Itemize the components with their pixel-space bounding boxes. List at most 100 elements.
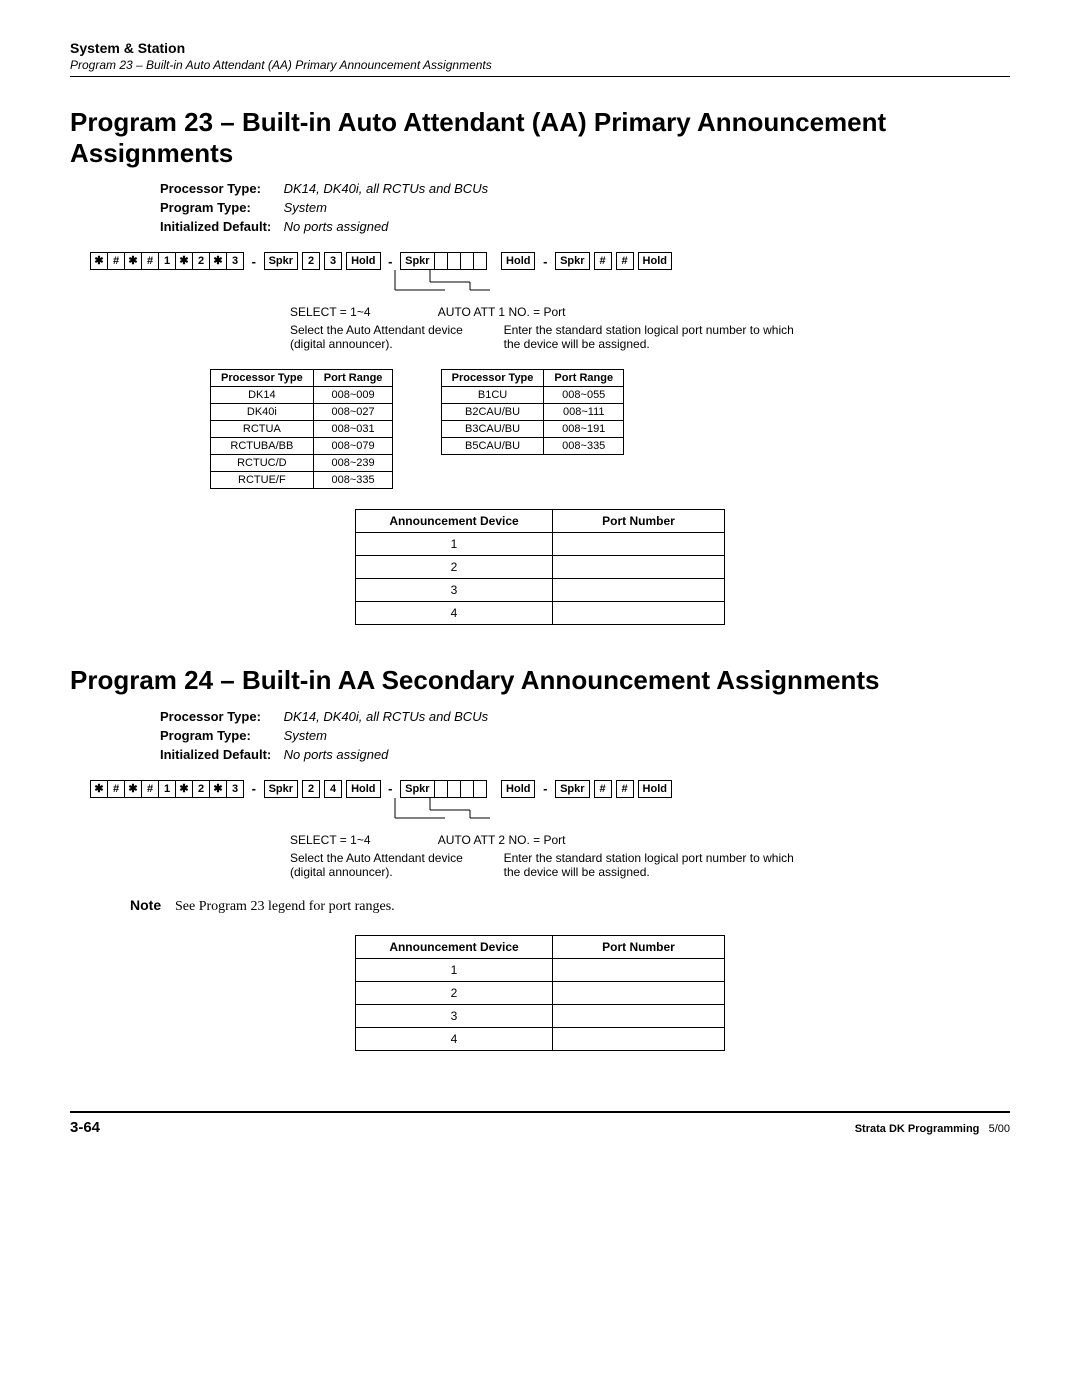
prog23-keyseq: ✱#✱#1✱2✱3 - Spkr23Hold - Spkr Hold - Spk… xyxy=(90,252,1010,270)
prog23-desc: SELECT = 1~4 AUTO ATT 1 NO. = Port Selec… xyxy=(90,304,1010,351)
table-cell: RCTUA xyxy=(211,421,314,438)
table-row: DK40i008~027 xyxy=(211,404,393,421)
table-cell: RCTUC/D xyxy=(211,455,314,472)
key-box: ✱ xyxy=(209,252,227,270)
key-box: # xyxy=(616,780,634,798)
key-box: ✱ xyxy=(209,780,227,798)
table-row: RCTUBA/BB008~079 xyxy=(211,438,393,455)
meta-label: Processor Type: xyxy=(160,709,280,724)
table-row: 2 xyxy=(356,556,725,579)
meta-val: System xyxy=(284,728,327,743)
key-box: Hold xyxy=(346,252,380,270)
table-cell: 1 xyxy=(356,958,553,981)
table-cell: 1 xyxy=(356,533,553,556)
table-header: Processor Type xyxy=(441,370,544,387)
prog23-ann-table: Announcement DevicePort Number1 2 3 4 xyxy=(355,509,725,625)
table-row: B2CAU/BU008~111 xyxy=(441,404,623,421)
meta-val: DK14, DK40i, all RCTUs and BCUs xyxy=(284,709,488,724)
table-cell: 3 xyxy=(356,1004,553,1027)
table-cell xyxy=(553,556,725,579)
key-box: ✱ xyxy=(90,780,108,798)
table-row: 2 xyxy=(356,981,725,1004)
key-box: 2 xyxy=(302,252,320,270)
key-box: Hold xyxy=(638,252,672,270)
table-cell: B5CAU/BU xyxy=(441,438,544,455)
key-box: Spkr xyxy=(264,780,298,798)
table-cell: 008~009 xyxy=(313,387,393,404)
desc-right: Enter the standard station logical port … xyxy=(504,323,804,351)
table-cell: B1CU xyxy=(441,387,544,404)
table-row: 1 xyxy=(356,533,725,556)
table-cell xyxy=(553,958,725,981)
key-box: 3 xyxy=(226,252,244,270)
table-cell: 008~239 xyxy=(313,455,393,472)
table-cell: 008~191 xyxy=(544,421,624,438)
table-header: Announcement Device xyxy=(356,510,553,533)
key-box: # xyxy=(107,780,125,798)
table-row: RCTUC/D008~239 xyxy=(211,455,393,472)
page-header: System & Station Program 23 – Built-in A… xyxy=(70,40,1010,77)
desc-left: Select the Auto Attendant device (digita… xyxy=(290,323,490,351)
key-box: 1 xyxy=(158,780,176,798)
table-row: 3 xyxy=(356,1004,725,1027)
table-cell: 008~031 xyxy=(313,421,393,438)
table-cell xyxy=(553,579,725,602)
table-row: 4 xyxy=(356,602,725,625)
table-cell: 3 xyxy=(356,579,553,602)
footer-date: 5/00 xyxy=(989,1123,1010,1135)
select-label: SELECT = 1~4 xyxy=(290,305,371,319)
prog23-meta: Processor Type: DK14, DK40i, all RCTUs a… xyxy=(160,181,1010,234)
header-section: System & Station xyxy=(70,40,1010,56)
key-box: 4 xyxy=(324,780,342,798)
table-cell: 008~027 xyxy=(313,404,393,421)
header-subtitle: Program 23 – Built-in Auto Attendant (AA… xyxy=(70,58,1010,72)
meta-label: Initialized Default: xyxy=(160,747,280,762)
key-box: Hold xyxy=(501,780,535,798)
prog24-meta: Processor Type: DK14, DK40i, all RCTUs a… xyxy=(160,709,1010,762)
desc-left: Select the Auto Attendant device (digita… xyxy=(290,851,490,879)
meta-label: Initialized Default: xyxy=(160,219,280,234)
key-box: # xyxy=(594,780,612,798)
key-box: Hold xyxy=(346,780,380,798)
meta-label: Program Type: xyxy=(160,728,280,743)
key-box: ✱ xyxy=(90,252,108,270)
table-cell: 008~079 xyxy=(313,438,393,455)
table-row: 3 xyxy=(356,579,725,602)
table-row: B3CAU/BU008~191 xyxy=(441,421,623,438)
table-cell: RCTUE/F xyxy=(211,472,314,489)
page-number: 3-64 xyxy=(70,1119,100,1136)
table-cell: 008~335 xyxy=(313,472,393,489)
key-box: # xyxy=(107,252,125,270)
table-cell xyxy=(553,1004,725,1027)
key-box: Spkr xyxy=(264,252,298,270)
table-cell: DK40i xyxy=(211,404,314,421)
table-cell xyxy=(553,602,725,625)
table-cell: B2CAU/BU xyxy=(441,404,544,421)
meta-label: Program Type: xyxy=(160,200,280,215)
table-cell xyxy=(553,981,725,1004)
key-box: Spkr xyxy=(555,780,589,798)
key-box: Spkr xyxy=(555,252,589,270)
key-box: 3 xyxy=(226,780,244,798)
header-rule xyxy=(70,76,1010,77)
table-header: Port Number xyxy=(553,935,725,958)
meta-val: No ports assigned xyxy=(284,219,389,234)
table-row: DK14008~009 xyxy=(211,387,393,404)
key-box: Hold xyxy=(501,252,535,270)
table-header: Port Range xyxy=(313,370,393,387)
prog24-note: Note See Program 23 legend for port rang… xyxy=(130,897,1010,915)
key-box: # xyxy=(616,252,634,270)
key-box: ✱ xyxy=(175,252,193,270)
table-row: B5CAU/BU008~335 xyxy=(441,438,623,455)
key-box: 3 xyxy=(324,252,342,270)
meta-val: DK14, DK40i, all RCTUs and BCUs xyxy=(284,181,488,196)
key-box: Spkr xyxy=(400,780,434,798)
table-cell: 008~335 xyxy=(544,438,624,455)
table-row: 4 xyxy=(356,1027,725,1050)
note-label: Note xyxy=(130,897,161,913)
table-row: RCTUE/F008~335 xyxy=(211,472,393,489)
prog24-keyseq: ✱#✱#1✱2✱3 - Spkr24Hold - Spkr Hold - Spk… xyxy=(90,780,1010,798)
table-row: 1 xyxy=(356,958,725,981)
table-cell: RCTUBA/BB xyxy=(211,438,314,455)
connector-lines-icon xyxy=(70,798,970,832)
